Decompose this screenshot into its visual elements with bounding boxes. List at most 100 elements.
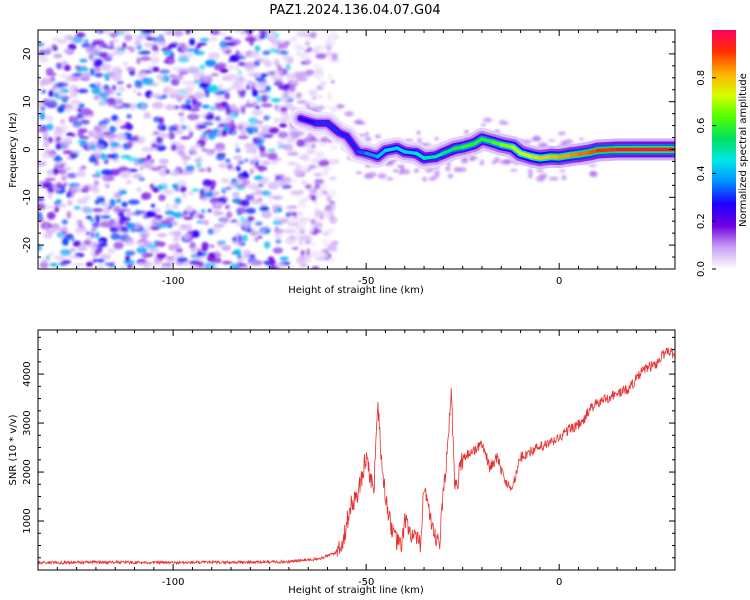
colorbar-tick-label: 0.2 bbox=[696, 213, 707, 229]
spectrogram-noise-blob bbox=[274, 117, 279, 124]
spectrogram-noise-blob bbox=[329, 176, 337, 180]
spectrogram-noise-blob bbox=[218, 83, 224, 91]
spectrogram-noise-blob bbox=[179, 116, 186, 123]
spectrogram-noise-blob bbox=[302, 217, 312, 222]
spectrogram-noise-blob bbox=[79, 136, 90, 140]
spectrogram-noise-blob bbox=[296, 139, 306, 147]
spectrogram-noise-blob bbox=[257, 125, 269, 129]
spectrogram-noise-blob bbox=[210, 30, 221, 36]
spectrogram-noise-blob bbox=[258, 34, 266, 40]
spectrogram-noise-blob bbox=[170, 244, 182, 251]
spectrogram-noise-blob bbox=[279, 256, 289, 261]
snr-x-tick-label: -100 bbox=[162, 577, 185, 588]
spectrogram-noise-blob bbox=[260, 203, 267, 208]
spectrogram-noise-blob bbox=[113, 50, 125, 56]
spectrogram-noise-blob bbox=[258, 89, 268, 94]
spectrogram-noise-blob bbox=[80, 107, 92, 116]
snr-y-tick-label: 3000 bbox=[22, 410, 33, 435]
spectrogram-noise-blob bbox=[178, 52, 191, 58]
spectrogram-noise-blob bbox=[264, 225, 269, 230]
spectrogram-noise-blob bbox=[245, 80, 254, 85]
spectrogram-noise-blob bbox=[104, 132, 117, 139]
spectrogram-noise-blob bbox=[561, 174, 567, 181]
spectrogram-noise-blob bbox=[76, 32, 86, 38]
spectrogram-noise-blob bbox=[291, 246, 299, 251]
spectrogram-noise-blob bbox=[59, 249, 72, 256]
spectrogram-noise-blob bbox=[269, 48, 281, 53]
spectrogram-ridge-segment bbox=[518, 151, 534, 159]
spectrogram-noise-blob bbox=[205, 59, 217, 67]
spectrogram-noise-blob bbox=[41, 89, 46, 94]
spectrogram-noise-blob bbox=[310, 143, 316, 149]
spectrogram-noise-blob bbox=[125, 123, 134, 131]
spectrogram-noise-blob bbox=[297, 100, 307, 104]
spectrogram-noise-blob bbox=[330, 31, 336, 36]
spectrogram-noise-blob bbox=[290, 190, 302, 197]
spectrogram-noise-blob bbox=[151, 101, 164, 109]
spectrogram-noise-blob bbox=[49, 263, 59, 267]
spectrogram-noise-blob bbox=[314, 210, 324, 218]
spectrogram-noise-blob bbox=[170, 169, 180, 177]
spectrogram-noise-blob bbox=[240, 216, 245, 222]
spectrogram-noise-blob bbox=[241, 179, 251, 185]
spectrogram-noise-blob bbox=[238, 183, 247, 188]
spectrogram-noise-blob bbox=[237, 176, 247, 181]
spectrogram-noise-blob bbox=[178, 224, 186, 232]
spectrogram-ridge-segment bbox=[480, 137, 496, 145]
spectrogram-noise-blob bbox=[158, 117, 165, 124]
spectrogram-noise-blob bbox=[277, 43, 289, 49]
spectrogram-noise-blob bbox=[46, 123, 54, 131]
spectrogram-noise-blob bbox=[276, 140, 285, 145]
spectrogram-noise-blob bbox=[55, 199, 62, 205]
spectrogram-noise-blob bbox=[204, 90, 210, 98]
spectrogram-noise-blob bbox=[140, 232, 148, 241]
spectrogram-noise-blob bbox=[137, 50, 150, 55]
spectrogram-noise-blob bbox=[209, 36, 218, 42]
spectrogram-noise-blob bbox=[115, 45, 124, 49]
spectrogram-noise-blob bbox=[433, 174, 440, 178]
spectrogram-noise-blob bbox=[230, 54, 239, 62]
snr-frame bbox=[37, 329, 676, 571]
spectrogram-noise-blob bbox=[59, 74, 69, 78]
spectrogram-noise-blob bbox=[214, 201, 224, 206]
spectrogram-noise-blob bbox=[176, 145, 186, 151]
spectrogram-noise-blob bbox=[141, 192, 152, 200]
spectrogram-noise-blob bbox=[252, 89, 259, 97]
spectrogram-noise-blob bbox=[315, 150, 325, 158]
spectrogram-noise-blob bbox=[278, 131, 288, 139]
spectrogram-noise-blob bbox=[288, 92, 298, 99]
spectrogram-noise-blob bbox=[306, 47, 313, 52]
spectrogram-noise-blob bbox=[160, 132, 167, 139]
spectrogram-noise-blob bbox=[62, 97, 68, 103]
spectrogram-noise-blob bbox=[46, 211, 56, 220]
spectrogram-noise-blob bbox=[588, 164, 598, 167]
spectrogram-noise-blob bbox=[119, 125, 129, 129]
spectrogram-noise-blob bbox=[365, 131, 369, 137]
spectrogram-noise-blob bbox=[164, 209, 175, 216]
spectrogram-noise-blob bbox=[483, 117, 493, 123]
spectrogram-noise-blob bbox=[311, 221, 323, 227]
spectrogram-noise-blob bbox=[359, 121, 366, 125]
spectrogram-noise-blob bbox=[527, 168, 533, 175]
spectrogram-noise-blob bbox=[229, 168, 236, 173]
spectrogram-noise-blob bbox=[254, 189, 264, 196]
spectrogram-noise-blob bbox=[169, 74, 178, 78]
spectrogram-noise-blob bbox=[330, 79, 335, 84]
spectrogram-noise-blob bbox=[92, 188, 101, 194]
spectrogram-noise-blob bbox=[85, 236, 93, 240]
spectrogram-noise-blob bbox=[224, 92, 230, 100]
spectrogram-noise-blob bbox=[254, 237, 259, 242]
spectrogram-noise-blob bbox=[178, 42, 186, 48]
spectrogram-noise-blob bbox=[296, 77, 308, 82]
spectrogram-noise-blob bbox=[127, 222, 136, 230]
spectrogram-noise-blob bbox=[102, 174, 113, 182]
spectrogram-noise-blob bbox=[428, 176, 437, 181]
spectrogram-noise-blob bbox=[295, 237, 301, 241]
spectrogram-noise-blob bbox=[254, 160, 260, 167]
spectrogram-noise-blob bbox=[196, 161, 202, 169]
spectrogram-noise-blob bbox=[165, 104, 175, 111]
spectrogram-noise-blob bbox=[137, 241, 145, 247]
spectrogram-noise-blob bbox=[67, 34, 73, 41]
spectrogram-noise-blob bbox=[306, 248, 311, 256]
spectrogram-noise-blob bbox=[79, 58, 88, 63]
